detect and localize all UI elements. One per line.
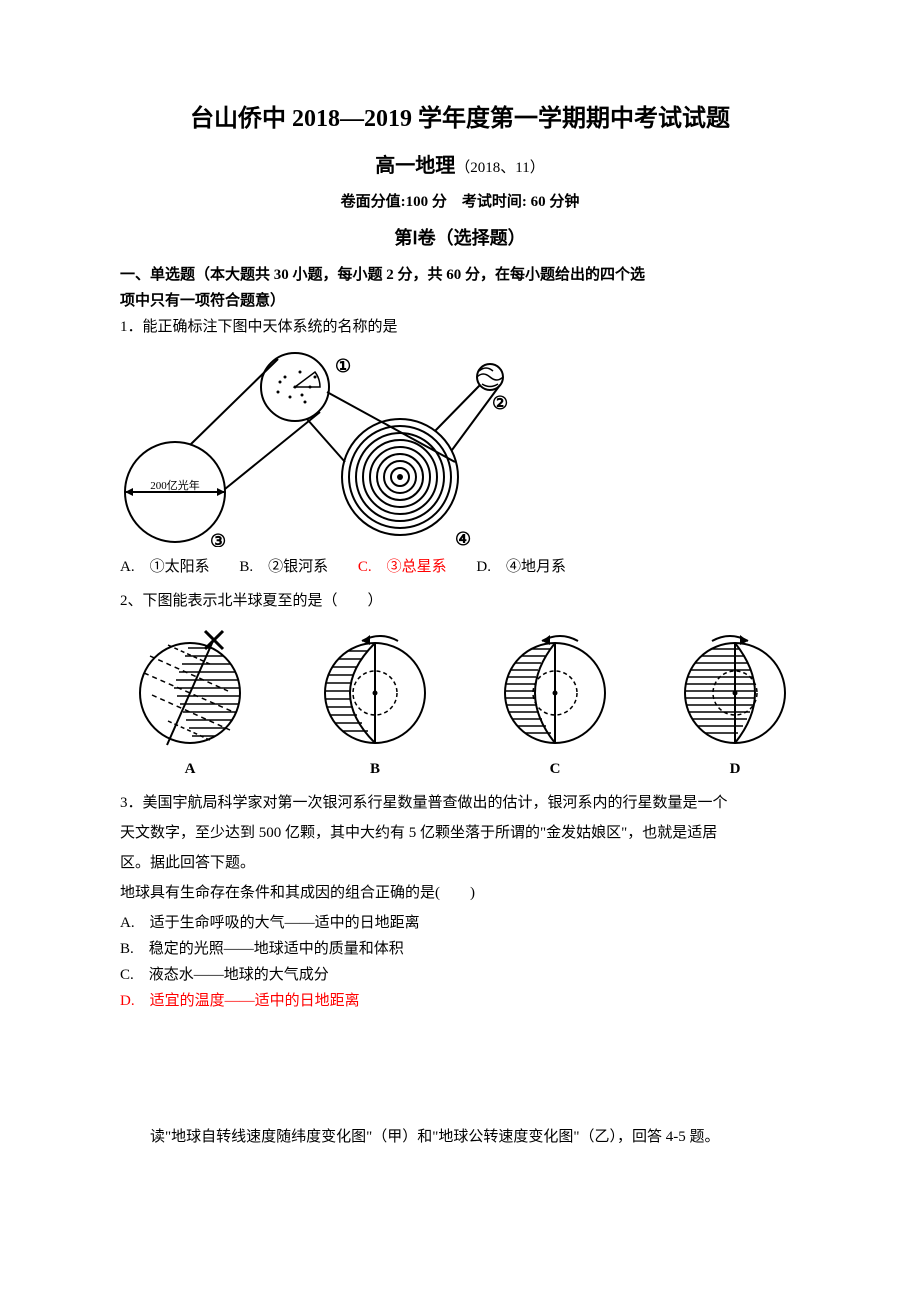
q1-choice-c: C. ③总星系 [358,555,447,579]
q1-stem: 1．能正确标注下图中天体系统的名称的是 [120,315,800,339]
subtitle-date: （2018、11） [455,160,544,176]
blank-space [120,1015,800,1125]
q3-stem-line3: 区。据此回答下题。 [120,851,800,875]
q3-choice-b: B. 稳定的光照——地球适中的质量和体积 [120,937,800,961]
q3-choice-c: C. 液态水——地球的大气成分 [120,963,800,987]
q2-label-c: C [490,757,620,781]
q3-stem-line1: 3．美国宇航局科学家对第一次银河系行星数量普查做出的估计，银河系内的行星数量是一… [120,791,800,815]
fig-label-200: 200亿光年 [150,478,200,492]
q3-choice-d: D. 适宜的温度——适中的日地距离 [120,989,800,1013]
q3-sub: 地球具有生命存在条件和其成因的组合正确的是( ) [120,881,800,905]
q2-diagram-c: C [490,623,620,781]
q2-figures: A [120,623,800,781]
exam-meta: 卷面分值:100 分 考试时间: 60 分钟 [120,190,800,214]
fig-mark-1: ① [335,356,351,376]
section-instruction-line1: 一、单选题（本大题共 30 小题，每小题 2 分，共 60 分，在每小题给出的四… [120,263,800,287]
q3-choice-a: A. 适于生命呼吸的大气——适中的日地距离 [120,911,800,935]
fig-mark-2: ② [492,393,508,413]
q3-stem-line2: 天文数字，至少达到 500 亿颗，其中大约有 5 亿颗坐落于所谓的"金发姑娘区"… [120,821,800,845]
q2-label-b: B [310,757,440,781]
q2-label-a: A [120,757,260,781]
q2-label-d: D [670,757,800,781]
page-title: 台山侨中 2018—2019 学年度第一学期期中考试试题 [120,100,800,138]
q1-choices: A. ①太阳系 B. ②银河系 C. ③总星系 D. ④地月系 [120,555,800,579]
q45-intro: 读"地球自转线速度随纬度变化图"（甲）和"地球公转速度变化图"（乙），回答 4-… [120,1125,800,1149]
fig-mark-3: ③ [210,531,226,547]
q1-figure: 200亿光年 ③ ① ④ [120,347,800,547]
q1-choice-a: A. ①太阳系 [120,555,210,579]
q2-diagram-b: B [310,623,440,781]
fig-mark-4: ④ [455,529,471,547]
subtitle-main: 高一地理 [375,155,455,177]
q1-choice-b: B. ②银河系 [239,555,328,579]
q2-diagram-a: A [120,623,260,781]
section-heading: 第Ⅰ卷（选择题） [120,224,800,253]
q2-diagram-d: D [670,623,800,781]
q2-stem: 2、下图能表示北半球夏至的是（ ） [120,589,800,613]
section-instruction-line2: 项中只有一项符合题意） [120,289,800,313]
subtitle: 高一地理（2018、11） [120,150,800,182]
q1-choice-d: D. ④地月系 [476,555,566,579]
fig-concentric [342,419,458,535]
